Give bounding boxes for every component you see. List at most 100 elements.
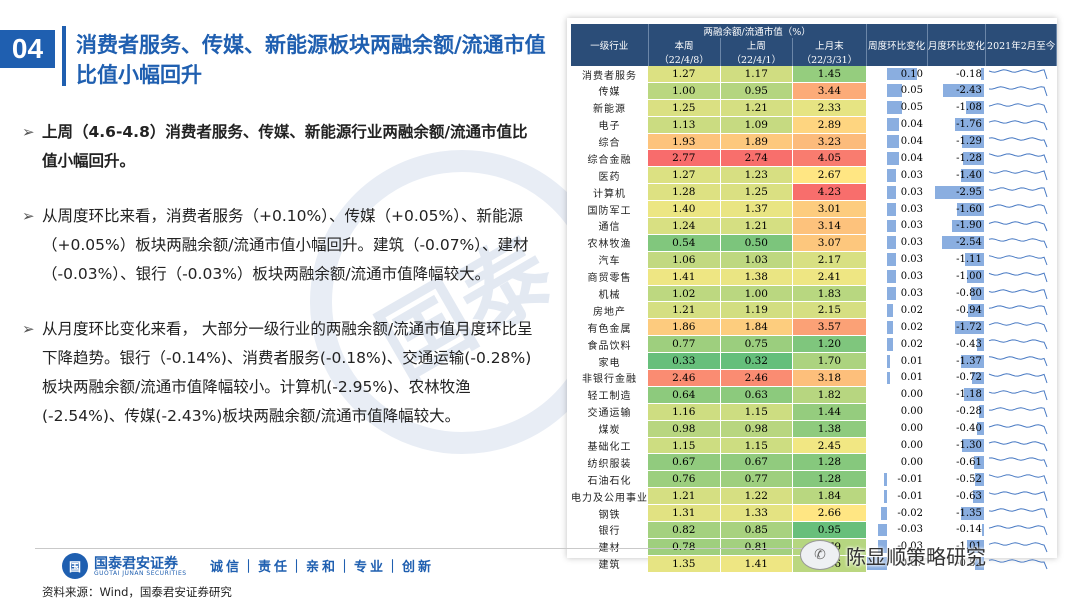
- wechat-brand-overlay: ✆ 陈显顺策略研究: [800, 540, 986, 570]
- week-change-value: 0.02: [900, 304, 924, 316]
- industry-cell: 建材: [571, 538, 648, 555]
- ytd-sparkline-cell: [986, 370, 1057, 387]
- bullet-item: ➢ 从周度环比来看，消费者服务（+0.10%）、传媒（+0.05%）、新能源（+…: [22, 202, 542, 289]
- bullet-text: 从周度环比来看，消费者服务（+0.10%）、传媒（+0.05%）、新能源（+0.…: [42, 207, 529, 283]
- sparkline-path: [988, 221, 1048, 232]
- table-row: 家电 0.33 0.32 1.70 0.01 -1.37: [571, 352, 1057, 371]
- week-change-value: 0.01: [900, 355, 924, 367]
- week-change-cell: -0.07: [866, 555, 927, 572]
- industry-cell: 煤炭: [598, 425, 621, 437]
- bullet-list: ➢ 上周（4.6-4.8）消费者服务、传媒、新能源行业两融余额/流通市值比值小幅…: [22, 118, 542, 457]
- week-change-cell: 0.03: [866, 184, 927, 201]
- last-week-cell: 0.85: [720, 521, 794, 539]
- week-change-value: 0.03: [900, 237, 924, 249]
- sparkline-path: [988, 356, 1048, 367]
- table-row: 房地产 1.21 1.19 2.15 0.02 -0.94: [571, 301, 1057, 320]
- week-change-value: 0.03: [900, 203, 924, 215]
- month-change-bar: [975, 472, 984, 486]
- ytd-sparkline: [988, 153, 1048, 164]
- last-week-cell: 1.25: [720, 183, 794, 202]
- ytd-sparkline-cell: [986, 201, 1057, 218]
- sparkline-path: [988, 440, 1048, 451]
- week-change-cell: 0.04: [866, 150, 927, 167]
- last-week-cell: 1.15: [720, 437, 794, 455]
- ytd-sparkline: [988, 423, 1048, 434]
- industry-cell: 通信: [598, 222, 621, 234]
- ytd-sparkline-cell: [986, 420, 1057, 437]
- table-row: 非银行金融 2.46 2.46 3.18 0.01 -0.72: [571, 369, 1057, 387]
- margin-ratio-table: 一级行业 两融余额/流通市值（%） 周度环比变化 月度环比变化 2021年2月至…: [571, 24, 1057, 573]
- month-change-bar: [971, 371, 984, 385]
- bullet-text: 上周（4.6-4.8）消费者服务、传媒、新能源行业两融余额/流通市值比值小幅回升…: [42, 123, 528, 170]
- month-change-value: -1.90: [956, 220, 982, 232]
- month-change-cell: -0.14: [927, 522, 986, 539]
- company-logo-icon: 国: [62, 553, 88, 579]
- month-change-bar: [977, 422, 984, 436]
- ytd-sparkline: [988, 339, 1048, 350]
- this-week-cell: 0.67: [648, 453, 721, 472]
- industry-cell: 传媒: [598, 87, 621, 99]
- month-change-bar: [962, 439, 984, 452]
- ytd-sparkline-cell: [986, 234, 1057, 251]
- col-month-change-header: 月度环比变化: [927, 24, 987, 66]
- industry-cell: 家电: [598, 357, 621, 369]
- week-change-value: 0.02: [900, 321, 924, 333]
- month-change-cell: -1.29: [927, 133, 986, 150]
- last-month-cell: 2.89: [792, 116, 867, 134]
- table-row: 综合 1.93 1.89 3.23 0.04 -1.29: [571, 133, 1057, 151]
- company-name: 国泰君安证券: [94, 556, 178, 572]
- ytd-sparkline-cell: [986, 184, 1057, 201]
- this-week-cell: 0.76: [648, 470, 721, 489]
- month-change-value: -1.18: [956, 389, 982, 401]
- ytd-sparkline-cell: [986, 150, 1057, 167]
- month-change-value: -1.01: [956, 541, 982, 553]
- col-group-header: 两融余额/流通市值（%）: [648, 24, 867, 38]
- week-change-cell: 0.04: [866, 116, 927, 133]
- this-week-cell: 1.06: [648, 251, 721, 269]
- week-change-cell: -0.03: [866, 538, 927, 555]
- sparkline-path: [988, 390, 1048, 401]
- this-week-cell: 1.02: [648, 285, 721, 303]
- last-week-cell: 0.63: [720, 386, 794, 404]
- sparkline-path: [988, 525, 1048, 536]
- month-change-bar: [967, 270, 984, 284]
- week-change-bar: [877, 523, 887, 537]
- week-change-cell: 0.00: [866, 403, 927, 420]
- month-change-cell: -0.52: [927, 555, 986, 572]
- month-change-cell: -1.60: [927, 201, 986, 218]
- month-change-value: -0.18: [956, 68, 982, 80]
- month-change-bar: [961, 506, 984, 520]
- last-month-cell: 3.57: [792, 318, 867, 337]
- week-change-value: 0.02: [900, 338, 924, 350]
- industry-cell: 建筑: [598, 560, 621, 572]
- industry-cell: 有色金属: [587, 323, 632, 335]
- table-row: 煤炭 0.98 0.98 1.38 0.00 -0.40: [571, 420, 1057, 438]
- ytd-sparkline: [988, 373, 1048, 384]
- month-change-bar: [975, 557, 984, 571]
- week-change-cell: 0.02: [866, 302, 927, 319]
- week-change-value: 0.03: [900, 288, 924, 300]
- ytd-sparkline-cell: [986, 555, 1057, 572]
- month-change-value: -2.95: [956, 186, 982, 198]
- month-change-cell: -1.18: [927, 386, 986, 403]
- week-change-cell: 0.04: [866, 133, 927, 150]
- ytd-sparkline-cell: [986, 454, 1057, 471]
- month-change-cell: -1.40: [927, 167, 986, 184]
- last-week-cell: 1.38: [720, 268, 794, 286]
- ytd-sparkline-cell: [986, 251, 1057, 268]
- week-change-value: -0.01: [897, 490, 924, 502]
- sparkline-path: [988, 542, 1048, 553]
- month-change-bar: [962, 135, 984, 148]
- last-month-cell: 1.20: [792, 335, 867, 354]
- chevron-right-icon: ➢: [22, 207, 35, 225]
- industry-cell: 钢铁: [598, 509, 621, 521]
- week-change-bar: [886, 371, 890, 385]
- month-change-value: -0.43: [956, 338, 982, 350]
- last-week-cell: 0.95: [720, 82, 794, 100]
- last-week-cell: 0.67: [720, 453, 794, 472]
- sparkline-path: [988, 187, 1048, 198]
- table-row: 新能源 1.25 1.21 2.33 0.05 -1.08: [571, 99, 1057, 117]
- week-change-bar: [866, 557, 887, 571]
- table-row: 商贸零售 1.41 1.38 2.41 0.03 -1.00: [571, 268, 1057, 286]
- week-change-value: 0.03: [900, 169, 924, 181]
